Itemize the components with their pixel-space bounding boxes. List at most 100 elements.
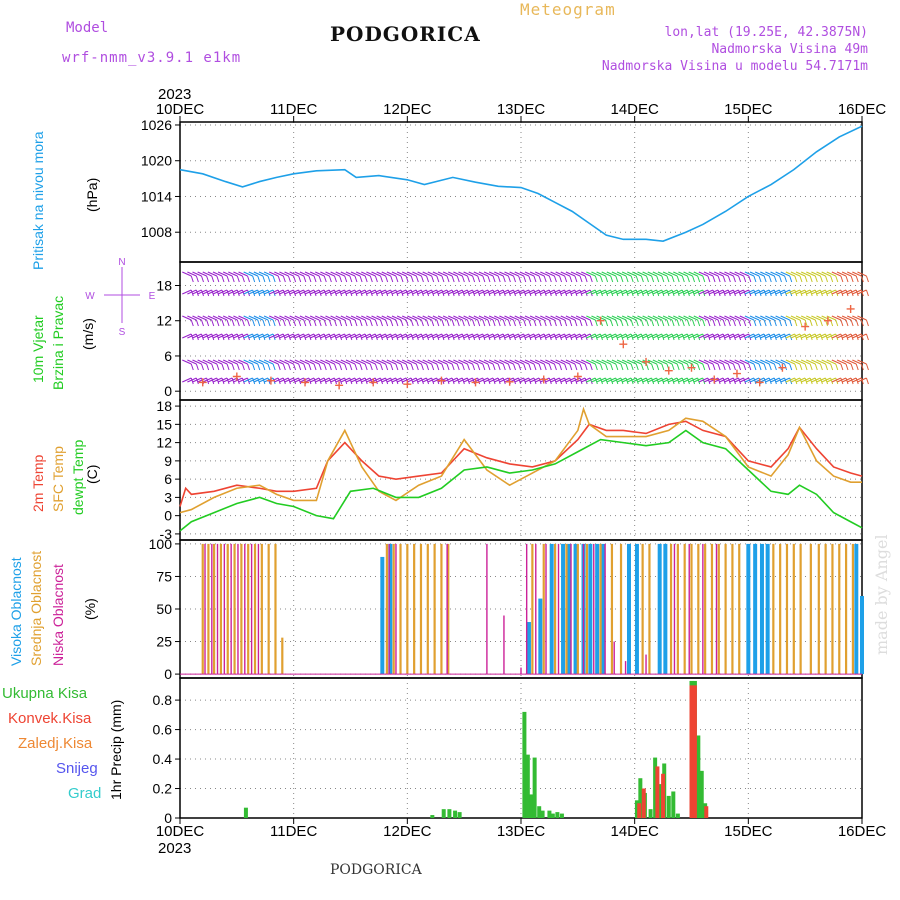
- low-cloud-bar: [557, 543, 560, 675]
- total-precip-bar: [430, 815, 435, 818]
- y-tick-label: 0.2: [153, 781, 173, 797]
- wind-speed-marker: [801, 322, 810, 331]
- compass-s-label: S: [119, 327, 126, 338]
- total-precip-bar: [243, 807, 248, 818]
- low-cloud-bar: [204, 543, 206, 675]
- y-tick-label: 12: [156, 313, 172, 329]
- high-cloud-bar: [595, 543, 600, 675]
- low-cloud-bar: [624, 661, 627, 675]
- y-tick-label: 1014: [141, 188, 172, 204]
- x-tick-label-bottom: 15DEC: [724, 823, 773, 840]
- wind-speed-marker: [846, 304, 855, 313]
- wind-speed-marker: [198, 378, 207, 387]
- total-precip-bar: [638, 778, 643, 818]
- mid-cloud-bar: [554, 543, 557, 675]
- y-tick-label: 1020: [141, 153, 172, 169]
- high-cloud-bar: [854, 543, 859, 675]
- wind-speed-marker: [437, 376, 446, 385]
- low-cloud-bar: [688, 543, 690, 675]
- y-tick-label: 1008: [141, 224, 172, 240]
- x-tick-label-bottom: 16DEC: [838, 823, 887, 840]
- station-title: PODGORICA: [330, 22, 481, 46]
- high-cloud-bar: [538, 598, 543, 675]
- x-tick-label-top: 13DEC: [497, 101, 546, 118]
- wind-barbs: [182, 271, 869, 385]
- low-cloud-bar: [216, 543, 219, 675]
- mid-cloud-bar: [785, 543, 789, 675]
- total-precip-bar: [537, 806, 542, 818]
- year-label-top: 2023: [158, 86, 191, 103]
- low-cloud-bar: [535, 543, 537, 675]
- compass-e-label: E: [149, 291, 156, 302]
- wind-speed-marker: [687, 363, 696, 372]
- high-cloud-bar: [573, 543, 578, 675]
- mid-cloud-bar: [731, 543, 734, 675]
- y-tick-label: 0: [164, 666, 172, 682]
- total-precip-bar: [525, 754, 530, 818]
- low-cloud-bar: [545, 543, 547, 675]
- legend-graupel: Grad: [68, 785, 102, 802]
- mid-cloud-bar: [738, 543, 741, 675]
- mid-cloud-bar: [779, 543, 782, 675]
- mid-cloud-bar: [260, 543, 263, 675]
- legend-conv-precip: Konvek.Kisa: [8, 710, 92, 727]
- total-precip-bar: [441, 809, 446, 818]
- mid-cloud-bar: [697, 543, 700, 675]
- y-tick-label: 18: [156, 398, 172, 414]
- y-tick-label: 0: [164, 508, 172, 524]
- mid-cloud-bar: [392, 543, 395, 675]
- total-precip-bar: [457, 812, 462, 818]
- wind-speed-marker: [335, 381, 344, 390]
- total-precip-bar: [550, 813, 555, 818]
- x-tick-label-top: 15DEC: [724, 101, 773, 118]
- low-cloud-bar: [582, 543, 585, 675]
- x-tick-label-top: 12DEC: [383, 101, 432, 118]
- total-precip-bar: [696, 735, 701, 818]
- high-cloud-bar: [746, 543, 751, 675]
- legend-frz-precip: Zaledj.Kisa: [18, 735, 93, 752]
- mid-cloud-bar: [831, 543, 834, 675]
- wind-speed-marker: [778, 363, 787, 372]
- wind-speed-marker: [403, 380, 412, 389]
- footer-station: PODGORICA: [330, 862, 422, 878]
- mid-cloud-bar: [426, 543, 429, 675]
- conv-precip-bar: [641, 788, 646, 818]
- low-cloud-bar: [715, 543, 718, 675]
- high-cloud-bar: [380, 556, 385, 675]
- total-precip-bar: [529, 794, 534, 818]
- wind-speed-marker: [596, 316, 605, 325]
- high-cloud-bar: [663, 543, 668, 675]
- low-cloud-bar: [503, 615, 505, 675]
- low-cloud-bar: [244, 543, 246, 675]
- meteogram-title: Meteogram: [520, 0, 616, 19]
- wind-speed-marker: [619, 340, 628, 349]
- wind-speed-marker: [505, 377, 514, 386]
- y-tick-label: 15: [156, 416, 172, 432]
- mid-cloud-bar: [585, 543, 589, 675]
- y-tick-label: 3: [164, 489, 172, 505]
- mid-cloud-bar: [433, 543, 436, 675]
- y-tick-label: 0.4: [153, 751, 173, 767]
- compass-w-label: W: [85, 291, 95, 302]
- mid-cloud-bar: [274, 543, 277, 675]
- y-tick-label: 50: [156, 601, 172, 617]
- mid-cloud-bar: [542, 543, 545, 675]
- compass-n-label: N: [118, 257, 125, 268]
- low-cloud-bar: [486, 543, 488, 675]
- pressure-line: [179, 125, 863, 242]
- low-cloud-bar: [673, 543, 676, 675]
- total-precip-bar: [657, 784, 662, 818]
- mid-cloud-bar: [207, 543, 210, 675]
- wind-speed-marker: [369, 378, 378, 387]
- wind-speed-marker: [573, 372, 582, 381]
- low-cloud-bar: [613, 641, 615, 675]
- conv-precip-bar: [689, 685, 694, 818]
- mid-cloud-bar: [201, 543, 204, 675]
- mid-cloud-bar: [619, 543, 623, 675]
- mid-cloud-bar: [610, 543, 614, 675]
- low-cloud-bar: [702, 543, 704, 675]
- mid-cloud-bar: [447, 543, 450, 675]
- high-cloud-bar: [626, 543, 631, 675]
- mid-cloud-bar: [710, 543, 714, 675]
